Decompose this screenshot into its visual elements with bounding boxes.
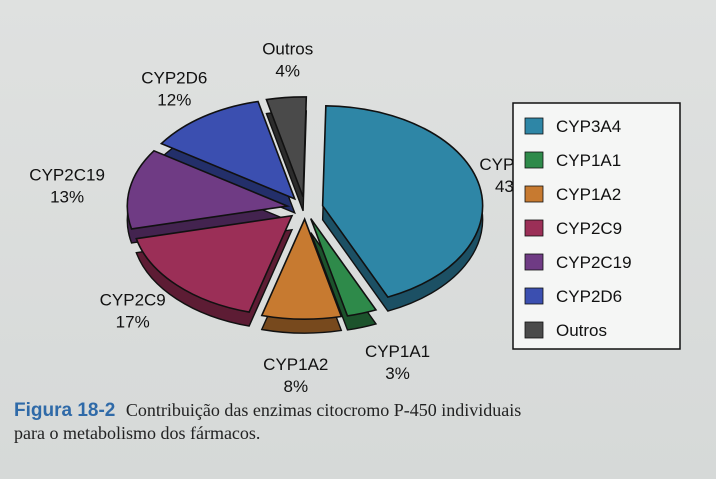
legend-label-cyp2c9: CYP2C9 (556, 219, 622, 238)
legend-swatch-cyp1a1 (524, 151, 544, 169)
pie-label-value-cyp1a1: 3% (385, 364, 410, 383)
legend-swatch-cyp1a2 (524, 185, 544, 203)
legend-label-outros: Outros (556, 321, 607, 340)
legend-swatch-cyp3a4 (524, 117, 544, 135)
legend-swatch-cyp2c19 (524, 253, 544, 271)
slice-cyp2c19 (126, 149, 291, 230)
pie-label-name-cyp2c9: CYP2C9 (100, 290, 166, 309)
pie-slices (126, 96, 484, 334)
slice-cyp2d6 (159, 100, 297, 201)
slice-cyp3a4 (321, 104, 484, 299)
pie-label-name-outros: Outros (262, 40, 313, 59)
legend-label-cyp1a2: CYP1A2 (556, 185, 621, 204)
legend-label-cyp2d6: CYP2D6 (556, 287, 622, 306)
pie-label-name-cyp2d6: CYP2D6 (141, 69, 207, 88)
legend-swatch-cyp2d6 (524, 287, 544, 305)
caption-text-line1: Contribuição das enzimas citocromo P-450… (125, 400, 522, 420)
pie-label-value-cyp1a2: 8% (283, 377, 308, 396)
legend-label-cyp2c19: CYP2C19 (556, 253, 632, 272)
pie-label-value-outros: 4% (275, 62, 300, 81)
figure-caption: Figura 18-2 Contribuição das enzimas cit… (14, 399, 704, 444)
pie-label-name-cyp2c19: CYP2C19 (29, 166, 105, 185)
slice-cyp1a2 (260, 217, 343, 320)
slice-outros (265, 96, 308, 198)
slice-cyp2c9 (135, 214, 294, 313)
legend: CYP3A4 CYP1A1 CYP1A2 CYP2C9 CYP2C19 CYP2D6 Out… (512, 102, 681, 350)
caption-text-line2: para o metabolismo dos fármacos. (14, 423, 261, 443)
legend-swatch-cyp2c9 (524, 219, 544, 237)
legend-swatch-outros (524, 321, 544, 339)
legend-label-cyp1a1: CYP1A1 (556, 151, 621, 170)
pie-label-value-cyp2c9: 17% (116, 312, 150, 331)
legend-label-cyp3a4: CYP3A4 (556, 117, 621, 136)
figure-label: Figura 18-2 (14, 400, 116, 421)
slice-cyp1a1 (310, 218, 378, 317)
pie-label-name-cyp1a1: CYP1A1 (365, 342, 430, 361)
pie-label-name-cyp1a2: CYP1A2 (263, 355, 328, 374)
pie-label-value-cyp2c19: 13% (50, 188, 84, 207)
pie-label-value-cyp2d6: 12% (157, 91, 191, 110)
